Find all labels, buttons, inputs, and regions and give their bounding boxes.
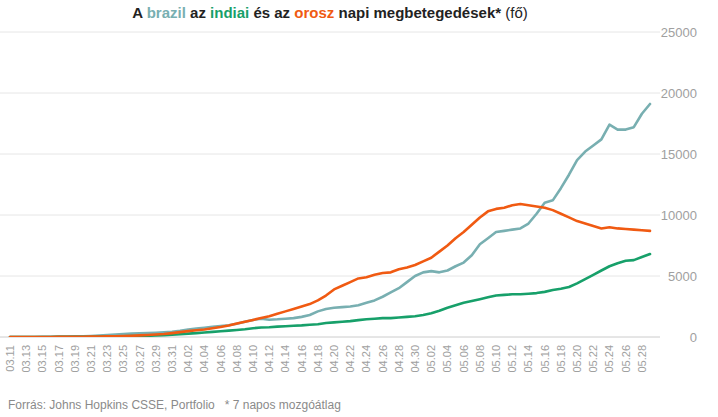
x-tick-label: 04.02: [182, 345, 194, 373]
x-tick-label: 03.31: [166, 345, 178, 373]
grid-line: [0, 32, 660, 33]
x-axis: 03.11 03.13 03.15 03.17 03.19 03.21 03.23 03.25…: [4, 345, 648, 373]
x-tick-label: 04.28: [393, 345, 405, 373]
x-tick-label: 04.12: [263, 345, 275, 373]
x-tick-label: 05.04: [441, 345, 453, 373]
x-tick-label: 03.13: [20, 345, 32, 373]
grid: [0, 32, 660, 337]
annotation: * 7 napos mozgóátlag: [225, 398, 341, 412]
x-tick-label: 03.29: [150, 345, 162, 373]
x-tick-label: 03.25: [117, 345, 129, 373]
series-line: [10, 254, 650, 337]
x-tick-label: 05.26: [620, 345, 632, 373]
x-tick-label: 03.21: [85, 345, 97, 373]
x-tick-label: 03.17: [53, 345, 65, 373]
x-tick-label: 05.20: [571, 345, 583, 373]
x-tick-label: 04.10: [247, 345, 259, 373]
lines: [10, 104, 650, 337]
x-tick-label: 05.16: [539, 345, 551, 373]
title: A brazil az indiai és az orosz napi megb…: [132, 4, 527, 21]
series-line: [10, 104, 650, 337]
y-tick-label: 25000: [661, 25, 697, 40]
x-tick-label: 05.06: [458, 345, 470, 373]
x-tick-label: 03.15: [36, 345, 48, 373]
x-tick-label: 03.23: [101, 345, 113, 373]
grid-line: [0, 154, 660, 155]
x-tick-label: 05.08: [474, 345, 486, 373]
y-tick-label: 5000: [668, 269, 697, 284]
x-tick-label: 04.06: [215, 345, 227, 373]
x-tick-label: 05.22: [587, 345, 599, 373]
chart-container: 0 5000 10000 15000 20000 25000 03.11 03.13 03.15…: [0, 0, 718, 417]
y-tick-label: 0: [690, 330, 697, 345]
x-tick-label: 05.12: [506, 345, 518, 373]
x-tick-label: 05.24: [603, 345, 615, 373]
x-tick-label: 04.24: [360, 345, 372, 373]
x-tick-label: 05.14: [522, 345, 534, 373]
x-tick-label: 04.18: [312, 345, 324, 373]
x-tick-label: 04.22: [344, 345, 356, 373]
x-tick-label: 05.02: [425, 345, 437, 373]
chart-svg: 0 5000 10000 15000 20000 25000 03.11 03.13 03.15…: [0, 0, 718, 417]
x-tick-label: 04.30: [409, 345, 421, 373]
x-tick-label: 04.16: [296, 345, 308, 373]
x-tick-label: 03.11: [4, 345, 16, 372]
x-tick-label: 05.10: [490, 345, 502, 373]
y-tick-label: 15000: [661, 147, 697, 162]
grid-line: [0, 276, 660, 277]
x-tick-label: 05.18: [555, 345, 567, 373]
x-tick-label: 04.04: [198, 345, 210, 373]
x-tick-label: 04.08: [231, 345, 243, 373]
x-tick-label: 03.27: [134, 345, 146, 373]
x-tick-label: 04.26: [377, 345, 389, 373]
annotation: Forrás: Johns Hopkins CSSE, Portfolio: [8, 398, 215, 412]
grid-line: [0, 93, 660, 94]
x-tick-label: 04.20: [328, 345, 340, 373]
series-line: [10, 204, 650, 337]
y-tick-label: 10000: [661, 208, 697, 223]
y-tick-label: 20000: [661, 86, 697, 101]
x-tick-label: 05.28: [636, 345, 648, 373]
x-tick-label: 04.14: [279, 345, 291, 373]
x-tick-label: 03.19: [69, 345, 81, 373]
